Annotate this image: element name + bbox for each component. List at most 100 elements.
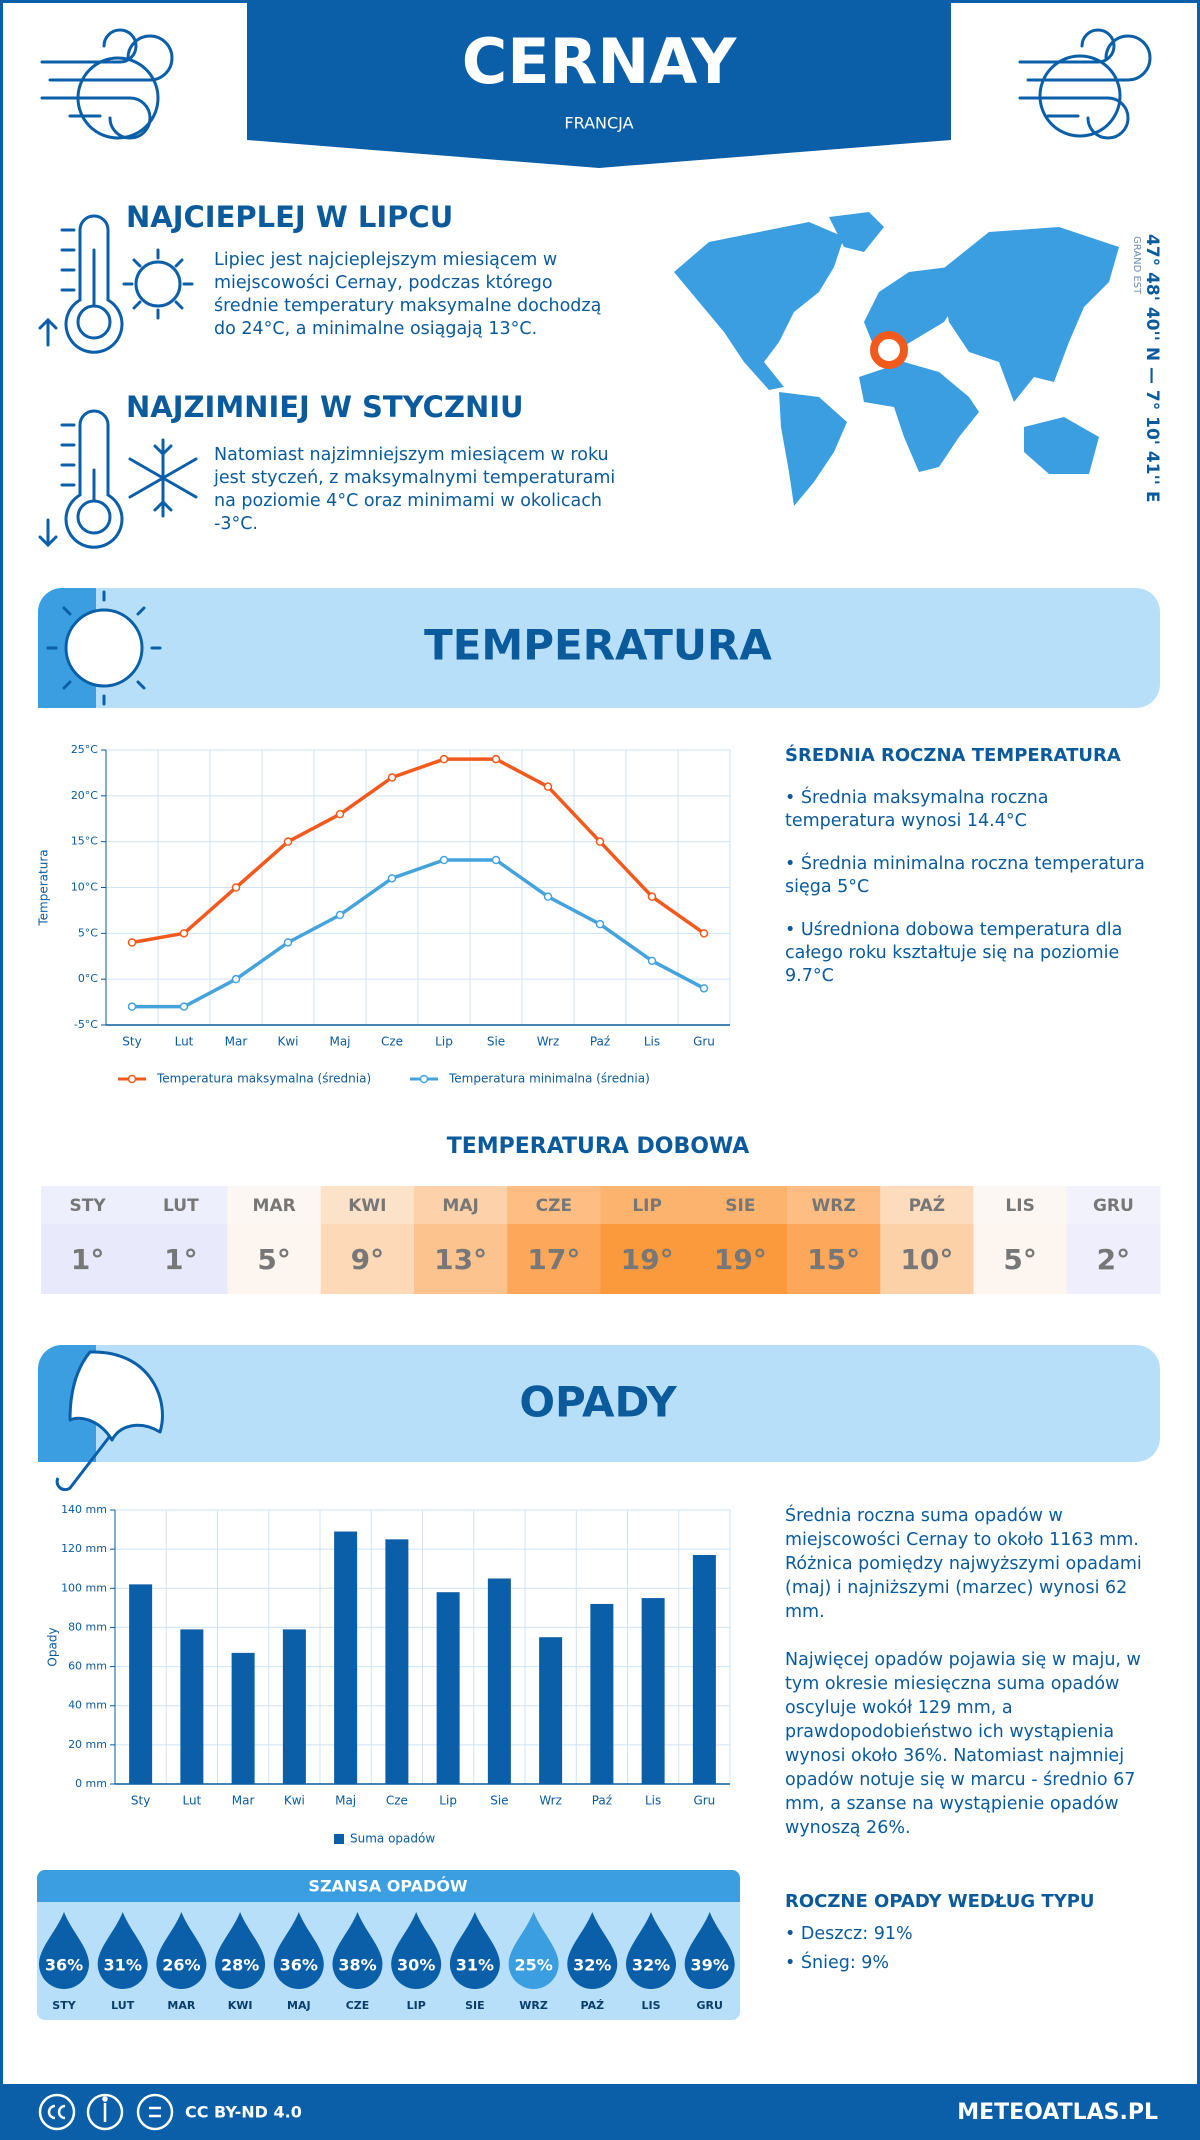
temperature-value: 5°: [257, 1243, 290, 1276]
bar: [334, 1531, 358, 1784]
bar: [129, 1584, 153, 1784]
chance-title: SZANSA OPADÓW: [308, 1877, 468, 1896]
footer-band: [0, 2084, 1200, 2140]
drop: [567, 1912, 618, 1989]
month-cell: [1066, 1186, 1161, 1224]
month-cell: [134, 1186, 228, 1224]
legend-label: Suma opadów: [350, 1832, 435, 1846]
y-tick-label: 140 mm: [61, 1503, 107, 1516]
chance-value: 28%: [221, 1956, 259, 1975]
summary-title: ŚREDNIA ROCZNA TEMPERATURA: [785, 745, 1121, 766]
point: [179, 929, 189, 938]
y-tick-label: 0°C: [78, 972, 98, 985]
x-tick-label: Lip: [435, 1035, 453, 1049]
x-tick-label: Paź: [590, 1035, 610, 1049]
point: [543, 782, 553, 791]
coldest-title: NAJZIMNIEJ W STYCZNIU: [126, 390, 524, 424]
chance-month: CZE: [346, 1999, 370, 2012]
month-cell-tint: [41, 1186, 135, 1224]
bar: [487, 1578, 511, 1784]
temperature-value: 10°: [900, 1243, 953, 1276]
month-cell-tint: [880, 1186, 974, 1224]
value-cell: [227, 1224, 322, 1294]
month-cell-tint: [414, 1186, 508, 1224]
chance-month: LIP: [407, 1999, 426, 2012]
value-cell: [320, 1224, 415, 1294]
license-icons: [38, 2093, 174, 2131]
point: [647, 956, 657, 966]
umbrella-icon: [55, 1350, 164, 1492]
chance-month: WRZ: [519, 1999, 548, 2012]
y-tick-label: 5°C: [78, 926, 98, 939]
month-label: PAŹ: [909, 1194, 945, 1216]
drop: [39, 1912, 89, 1989]
x-tick-label: Lis: [644, 1035, 660, 1049]
coordinates: 47° 48' 40'' N — 7° 10' 41'' E: [1142, 234, 1162, 503]
month-cell-tint: [973, 1186, 1068, 1224]
chance-month: GRU: [696, 1999, 722, 2012]
value-cell: [507, 1224, 601, 1294]
point: [283, 837, 293, 846]
chance-value: 25%: [514, 1956, 552, 1975]
y-tick-label: 20°C: [71, 789, 98, 802]
hottest-title: NAJCIEPLEJ W LIPCU: [126, 200, 454, 234]
temperature-value: 17°: [527, 1243, 580, 1276]
chance-month: LIS: [641, 1999, 660, 2012]
x-tick-label: Gru: [693, 1035, 715, 1049]
x-tick-label: Mar: [225, 1035, 248, 1049]
location-marker: [870, 331, 908, 369]
bar: [590, 1603, 614, 1784]
value-cell: [134, 1224, 228, 1294]
legend-label: Temperatura minimalna (średnia): [448, 1072, 650, 1086]
line: [132, 858, 705, 1009]
drop: [626, 1912, 676, 1989]
month-cell-tint: [507, 1186, 601, 1224]
x-tick-label: Lip: [439, 1794, 457, 1808]
drop: [332, 1912, 383, 1989]
month-cell-tint: [600, 1186, 695, 1224]
x-tick-label: Sie: [490, 1794, 508, 1808]
value-cell: [41, 1224, 135, 1294]
month-label: GRU: [1093, 1196, 1134, 1216]
drop: [273, 1912, 324, 1989]
x-tick-label: Maj: [329, 1035, 350, 1049]
chance-value: 31%: [104, 1956, 142, 1975]
temperature-value: 1°: [164, 1243, 197, 1276]
drop: [449, 1912, 500, 1989]
bar: [282, 1629, 306, 1784]
site: METEOATLAS.PL: [957, 2100, 1158, 2125]
header-banner: [247, 0, 951, 168]
license: CC BY-ND 4.0: [185, 2103, 302, 2122]
value-cell: [414, 1224, 508, 1294]
chance-month: PAŹ: [581, 1999, 605, 2012]
point: [335, 809, 345, 819]
types-title: ROCZNE OPADY WEDŁUG TYPU: [785, 1891, 1095, 1912]
y-tick-label: 40 mm: [68, 1699, 107, 1712]
point: [179, 1002, 189, 1011]
chance-value: 26%: [162, 1956, 200, 1975]
type-bullet: • Śnieg: 9%: [785, 1953, 890, 1973]
month-label: LIS: [1005, 1196, 1034, 1216]
x-tick-label: Kwi: [284, 1794, 305, 1808]
point: [387, 773, 397, 782]
value-cell: [600, 1224, 695, 1294]
month-cell-tint: [134, 1186, 228, 1224]
chance-value: 30%: [397, 1956, 435, 1975]
bar: [180, 1629, 204, 1784]
section-title: OPADY: [519, 1378, 677, 1427]
bar: [385, 1539, 409, 1784]
y-tick-label: 15°C: [71, 835, 98, 848]
value-cell: [693, 1224, 788, 1294]
legend-label: Temperatura maksymalna (średnia): [156, 1072, 371, 1086]
drop: [684, 1912, 735, 1989]
month-cell: [227, 1186, 322, 1224]
month-cell: [320, 1186, 415, 1224]
x-tick-label: Maj: [335, 1794, 356, 1808]
month-cell-tint: [1066, 1186, 1161, 1224]
drop: [391, 1912, 442, 1989]
month-cell: [693, 1186, 788, 1224]
world-map: [674, 212, 1119, 506]
